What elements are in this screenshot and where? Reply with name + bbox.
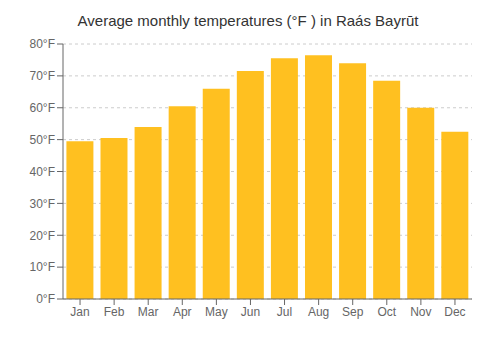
svg-text:20°F: 20°F [30,229,55,243]
svg-text:Dec: Dec [444,305,465,319]
html-text:Average monthly temperatures (: Average monthly temperatures (°F ) in Ra… [77,12,419,29]
svg-text:Oct: Oct [377,305,396,319]
svg-text:Apr: Apr [173,305,192,319]
svg-text:50°F: 50°F [30,133,55,147]
svg-text:70°F: 70°F [30,69,55,83]
svg-text:Feb: Feb [104,305,125,319]
svg-text:40°F: 40°F [30,165,55,179]
svg-text:0°F: 0°F [36,292,55,306]
svg-text:Aug: Aug [308,305,329,319]
svg-text:May: May [205,305,228,319]
svg-text:Jan: Jan [70,305,89,319]
svg-text:60°F: 60°F [30,101,55,115]
svg-text:Jun: Jun [241,305,260,319]
svg-text:Sep: Sep [342,305,364,319]
svg-text:Nov: Nov [410,305,431,319]
svg-text:80°F: 80°F [30,37,55,51]
svg-text:Jul: Jul [277,305,292,319]
svg-text:Mar: Mar [138,305,159,319]
svg-text:10°F: 10°F [30,260,55,274]
svg-text:30°F: 30°F [30,197,55,211]
